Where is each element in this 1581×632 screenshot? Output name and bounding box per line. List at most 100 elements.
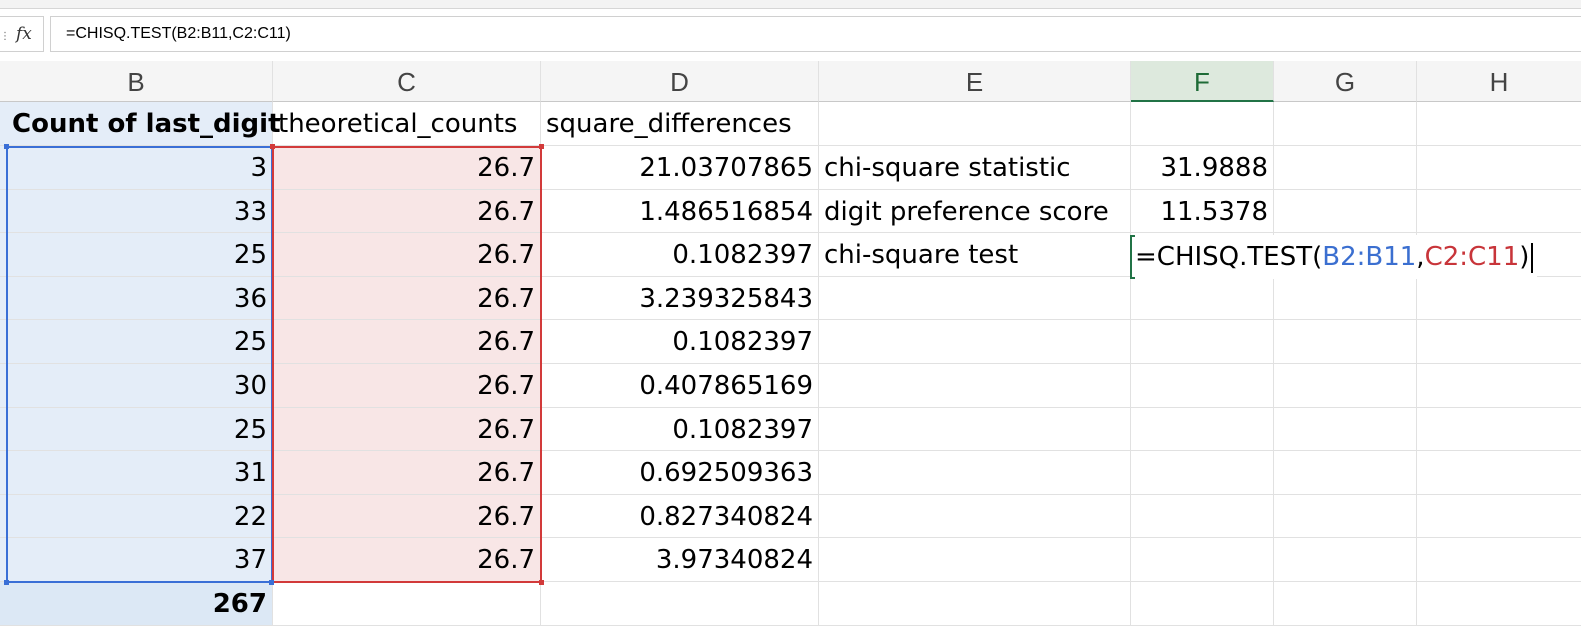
formula-bar[interactable]: =CHISQ.TEST(B2:B11,C2:C11) [50, 16, 1581, 52]
cell-c7[interactable]: 26.7 [273, 364, 541, 408]
cell-e1[interactable] [819, 102, 1131, 146]
cell-d7[interactable]: 0.407865169 [541, 364, 819, 408]
cell-f12[interactable] [1131, 582, 1274, 626]
cell-g11[interactable] [1274, 538, 1417, 582]
cell-g8[interactable] [1274, 407, 1417, 452]
cell-b4[interactable]: 25 [0, 233, 273, 277]
cell-c3[interactable]: 26.7 [273, 189, 541, 234]
cell-h3[interactable] [1417, 190, 1581, 234]
formula-ref-b[interactable]: B2:B11 [1322, 242, 1417, 272]
cell-b9[interactable]: 31 [0, 451, 273, 495]
cell-f6[interactable] [1131, 320, 1274, 364]
cell-c12[interactable] [273, 582, 541, 626]
cell-c9[interactable]: 26.7 [273, 451, 541, 495]
cell-b11[interactable]: 37 [0, 538, 273, 582]
cell-f11[interactable] [1131, 538, 1274, 582]
cell-h5[interactable] [1417, 277, 1581, 321]
name-box-edge: ⋮ [0, 31, 10, 42]
cell-d5[interactable]: 3.239325843 [541, 276, 819, 321]
cell-f5[interactable] [1131, 276, 1274, 321]
cell-b3[interactable]: 33 [0, 189, 273, 234]
cell-c8[interactable]: 26.7 [273, 407, 541, 452]
cell-b6[interactable]: 25 [0, 320, 273, 364]
cell-d11[interactable]: 3.97340824 [541, 538, 819, 582]
cell-h6[interactable] [1417, 320, 1581, 364]
cell-h8[interactable] [1417, 408, 1581, 452]
cell-d6[interactable]: 0.1082397 [541, 320, 819, 364]
column-header-g[interactable]: G [1274, 61, 1417, 102]
cell-f8[interactable] [1131, 407, 1274, 452]
cell-b1[interactable]: Count of last_digit [0, 102, 281, 146]
cell-e2[interactable]: chi-square statistic [819, 146, 1131, 190]
cell-h9[interactable] [1417, 451, 1581, 495]
cell-g7[interactable] [1274, 364, 1417, 408]
cell-g1[interactable] [1274, 102, 1417, 146]
insert-function-icon[interactable]: fx [16, 24, 32, 44]
column-header-h[interactable]: H [1417, 61, 1581, 102]
cell-g2[interactable] [1274, 146, 1417, 190]
cell-c2[interactable]: 26.7 [273, 146, 541, 190]
cell-g10[interactable] [1274, 494, 1417, 539]
column-header-f[interactable]: F [1131, 61, 1274, 102]
cell-c1[interactable]: theoretical_counts [273, 102, 541, 146]
cell-g12[interactable] [1274, 582, 1417, 626]
cell-f2[interactable]: 31.9888 [1131, 146, 1274, 190]
formula-controls: ⋮ fx [0, 16, 44, 52]
cell-b2[interactable]: 3 [0, 146, 273, 190]
formula-bar-text[interactable]: =CHISQ.TEST(B2:B11,C2:C11) [66, 25, 291, 42]
cell-c10[interactable]: 26.7 [273, 494, 541, 539]
cell-d8[interactable]: 0.1082397 [541, 407, 819, 452]
cell-d10[interactable]: 0.827340824 [541, 494, 819, 539]
cell-e3[interactable]: digit preference score [819, 189, 1131, 234]
cell-e4[interactable]: chi-square test [819, 233, 1131, 277]
cell-e10[interactable] [819, 494, 1131, 539]
cell-h2[interactable] [1417, 146, 1581, 190]
cell-d4[interactable]: 0.1082397 [541, 233, 819, 277]
text-cursor [1531, 242, 1534, 273]
cell-d1[interactable]: square_differences [541, 102, 819, 146]
cell-f3[interactable]: 11.5378 [1131, 189, 1274, 234]
cell-f10[interactable] [1131, 494, 1274, 539]
cell-b7[interactable]: 30 [0, 364, 273, 408]
cell-e6[interactable] [819, 320, 1131, 364]
cell-e5[interactable] [819, 276, 1131, 321]
cell-c6[interactable]: 26.7 [273, 320, 541, 364]
formula-ref-c[interactable]: C2:C11 [1424, 242, 1520, 272]
column-header-d[interactable]: D [541, 61, 819, 102]
cell-e12[interactable] [819, 582, 1131, 626]
cell-h11[interactable] [1417, 538, 1581, 582]
cell-b10[interactable]: 22 [0, 494, 273, 539]
cell-d12[interactable] [541, 582, 819, 626]
cell-g5[interactable] [1274, 276, 1417, 321]
cell-c4[interactable]: 26.7 [273, 233, 541, 277]
cell-d3[interactable]: 1.486516854 [541, 189, 819, 234]
cell-f1[interactable] [1131, 102, 1274, 146]
formula-suffix: ) [1519, 242, 1530, 272]
cell-c11[interactable]: 26.7 [273, 538, 541, 582]
cell-e9[interactable] [819, 451, 1131, 495]
cell-e7[interactable] [819, 364, 1131, 408]
cell-g6[interactable] [1274, 320, 1417, 364]
cell-b12-total[interactable]: 267 [0, 582, 273, 626]
cell-b5[interactable]: 36 [0, 276, 273, 321]
cell-g3[interactable] [1274, 189, 1417, 234]
cell-h7[interactable] [1417, 364, 1581, 408]
cell-e11[interactable] [819, 538, 1131, 582]
cell-h12[interactable] [1417, 582, 1581, 626]
column-header-e[interactable]: E [819, 61, 1131, 102]
column-header-c[interactable]: C [273, 61, 541, 102]
column-header-b[interactable]: B [0, 61, 273, 102]
cell-g9[interactable] [1274, 451, 1417, 495]
cell-f9[interactable] [1131, 451, 1274, 495]
ribbon-edge [0, 0, 1581, 9]
cell-f7[interactable] [1131, 364, 1274, 408]
cell-d2[interactable]: 21.03707865 [541, 146, 819, 190]
cell-h1[interactable] [1417, 102, 1581, 146]
cell-h10[interactable] [1417, 495, 1581, 539]
cell-b8[interactable]: 25 [0, 407, 273, 452]
cell-c5[interactable]: 26.7 [273, 276, 541, 321]
cell-edit-formula[interactable]: =CHISQ.TEST(B2:B11,C2:C11) [1135, 235, 1538, 279]
formula-prefix: =CHISQ.TEST( [1135, 242, 1323, 272]
cell-e8[interactable] [819, 407, 1131, 452]
cell-d9[interactable]: 0.692509363 [541, 451, 819, 495]
